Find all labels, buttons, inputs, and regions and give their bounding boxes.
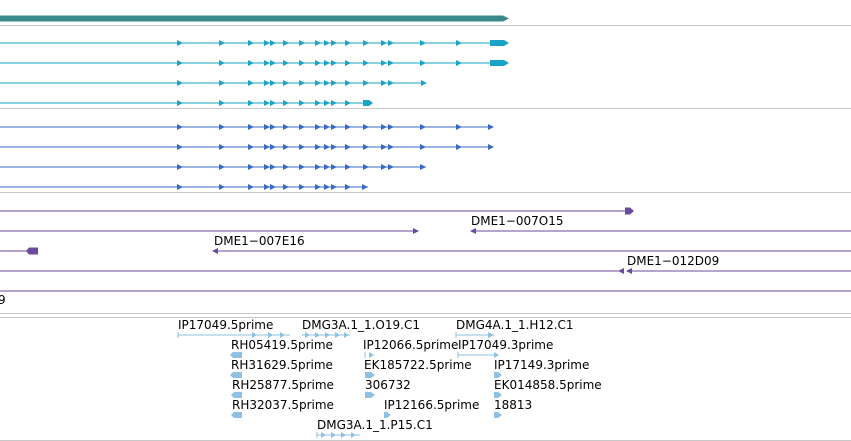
cdna-label: DME1−012D09 [627,254,719,268]
cds-row[interactable] [0,144,494,150]
svg-text:18813: 18813 [494,398,532,412]
svg-text:DMG4A.1_1.H12.C1: DMG4A.1_1.H12.C1 [456,318,574,332]
est-item[interactable]: 306732 [365,378,411,398]
cds-row[interactable] [0,184,368,190]
cds-row[interactable] [0,164,426,170]
cdna-row[interactable]: 9 [0,290,851,307]
svg-text:EK185722.5prime: EK185722.5prime [364,358,472,372]
est-item[interactable]: EK014858.5prime [494,378,602,398]
est-item[interactable]: RH25877.5prime [231,378,334,398]
est-item[interactable]: RH32037.5prime [231,398,334,418]
cdna-row[interactable]: DME1−012D09 [0,254,851,274]
est-item[interactable]: DMG3A.1_1.P15.C1 [316,418,433,438]
transcript-row[interactable] [0,80,427,86]
svg-text:RH05419.5prime: RH05419.5prime [231,338,333,352]
svg-text:RH31629.5prime: RH31629.5prime [231,358,333,372]
svg-text:306732: 306732 [365,378,411,392]
cdna-track: DME1−007O15 DME1−007E16 DME1−012D09 9 [0,207,851,307]
cdna-row[interactable] [0,207,634,215]
svg-text:IP12166.5prime: IP12166.5prime [384,398,479,412]
transcript-track [0,40,509,106]
cdna-label: DME1−007O15 [471,214,563,228]
est-item[interactable]: DMG3A.1_1.O19.C1 [302,318,420,338]
gene-feature[interactable] [0,15,509,22]
est-item[interactable]: IP17049.3prime [457,338,553,358]
transcript-row[interactable] [0,100,373,106]
est-item[interactable]: RH05419.5prime [230,338,333,358]
cdna-label: 9 [0,293,6,307]
est-item[interactable]: IP17049.5prime [177,318,290,338]
cdna-label: DME1−007E16 [214,234,305,248]
svg-text:IP17149.3prime: IP17149.3prime [494,358,589,372]
est-item[interactable]: EK185722.5prime [364,358,472,378]
cdna-row[interactable]: DME1−007O15 [0,214,851,234]
est-item[interactable]: IP12066.5prime [363,338,458,358]
cds-model-track [0,124,494,190]
svg-text:EK014858.5prime: EK014858.5prime [494,378,602,392]
est-item[interactable]: 18813 [494,398,532,418]
svg-text:IP12066.5prime: IP12066.5prime [363,338,458,352]
svg-text:IP17049.3prime: IP17049.3prime [458,338,553,352]
transcript-row[interactable] [0,40,509,46]
svg-text:RH32037.5prime: RH32037.5prime [232,398,334,412]
svg-text:DMG3A.1_1.P15.C1: DMG3A.1_1.P15.C1 [317,418,433,432]
transcript-row[interactable] [0,60,509,66]
cdna-row[interactable]: DME1−007E16 [0,234,851,255]
est-item[interactable]: IP17149.3prime [494,358,589,378]
est-track: IP17049.5prime DMG3A.1_1.O19.C1 DMG4A.1_… [177,318,602,438]
svg-text:RH25877.5prime: RH25877.5prime [232,378,334,392]
gene-track [0,15,509,22]
est-item[interactable]: DMG4A.1_1.H12.C1 [455,318,574,338]
est-item[interactable]: RH31629.5prime [230,358,333,378]
cds-row[interactable] [0,124,494,130]
est-item[interactable]: IP12166.5prime [384,398,479,418]
svg-text:IP17049.5prime: IP17049.5prime [178,318,273,332]
svg-text:DMG3A.1_1.O19.C1: DMG3A.1_1.O19.C1 [302,318,420,332]
